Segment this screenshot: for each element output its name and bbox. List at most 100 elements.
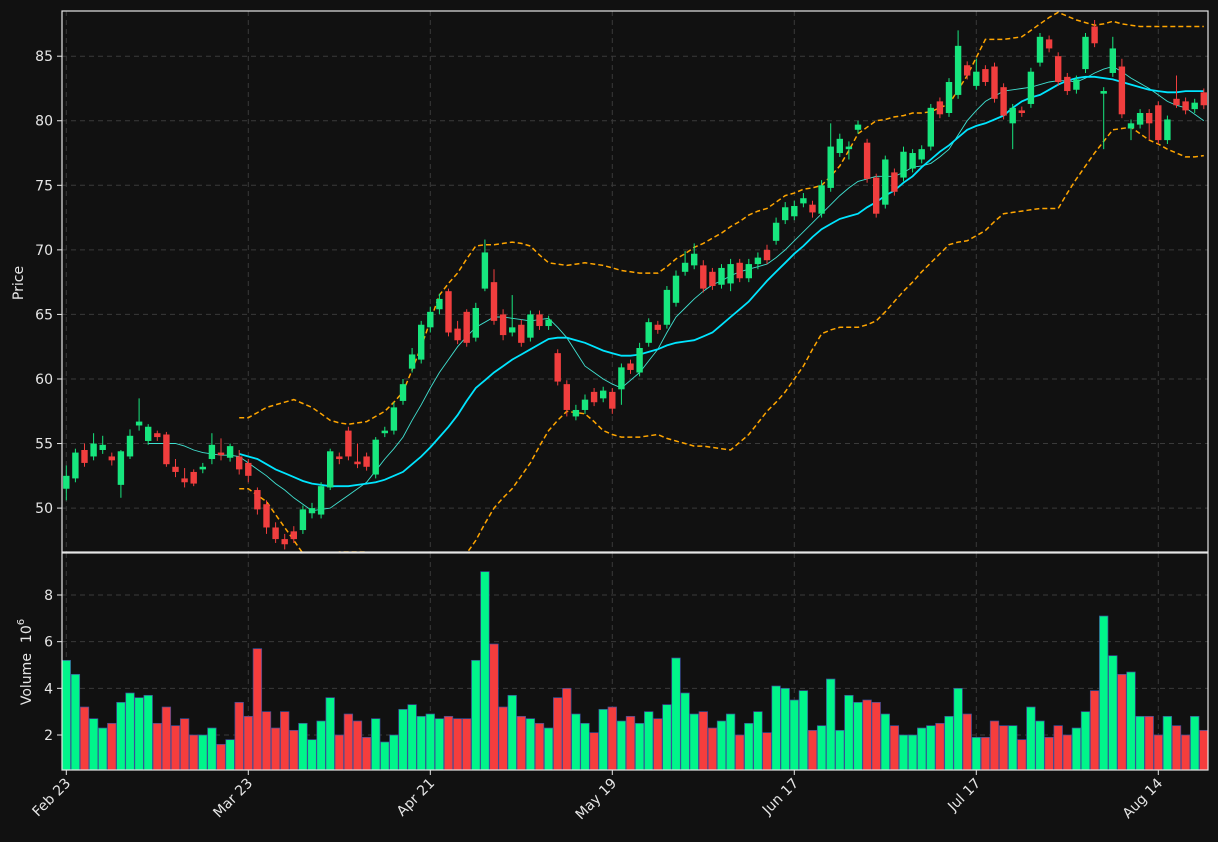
candle-body — [936, 101, 944, 115]
candle-body — [381, 430, 388, 434]
candle-body — [1200, 92, 1207, 106]
volume-bar — [543, 727, 554, 770]
volume-bar — [835, 729, 845, 770]
candle-body — [836, 138, 843, 154]
volume-bar — [170, 725, 181, 770]
volume-bar — [261, 711, 272, 770]
candle-body — [1191, 102, 1198, 110]
candle-body — [891, 172, 898, 192]
candle-body — [600, 390, 607, 399]
volume-bar — [107, 722, 117, 770]
volume-bar — [380, 741, 390, 770]
candle-body — [399, 384, 407, 401]
candle-body — [527, 314, 534, 338]
volume-bar — [607, 706, 617, 770]
volume-bar — [844, 694, 854, 770]
candle-body — [700, 265, 707, 289]
candle-body — [217, 452, 225, 456]
volume-bar — [562, 687, 572, 770]
volume-bar — [1171, 725, 1182, 770]
candle-body — [654, 324, 661, 330]
y-tick-label: 80 — [35, 114, 53, 130]
volume-bar — [507, 694, 517, 770]
candle-body — [472, 307, 479, 338]
y-tick-label: 4 — [44, 681, 53, 697]
volume-bar — [780, 687, 790, 770]
volume-bar — [707, 727, 718, 770]
candle-body — [954, 45, 962, 95]
candle-body — [99, 444, 106, 450]
volume-bar — [998, 725, 1009, 770]
volume-bar — [443, 715, 454, 770]
moving-average — [238, 75, 1204, 488]
volume-bar — [1080, 711, 1091, 770]
volume-bar — [962, 713, 972, 770]
candle-body — [536, 314, 543, 327]
volume-bar — [798, 690, 809, 770]
candle-body — [263, 504, 270, 528]
volume-bar — [361, 736, 372, 770]
candle-body — [545, 319, 552, 327]
volume-bar — [816, 725, 827, 770]
volume-bar — [953, 687, 963, 770]
candle-body — [863, 142, 871, 179]
volume-bar — [1053, 725, 1063, 770]
y-tick-label: 50 — [35, 501, 53, 517]
volume-bar — [280, 711, 290, 770]
candle-body — [1146, 113, 1153, 124]
candle-body — [782, 207, 789, 221]
volume-bar — [616, 720, 627, 770]
volume-bar — [398, 708, 408, 770]
candle-body — [873, 177, 880, 214]
candle-body — [1055, 56, 1062, 83]
candle-body — [827, 146, 834, 188]
volume-bar — [325, 697, 335, 770]
volume-bar — [425, 713, 435, 770]
volume-bar — [1099, 615, 1109, 770]
volume-bar — [189, 734, 199, 770]
candle-body — [463, 311, 470, 343]
candle-body — [882, 159, 889, 205]
candle-body — [1118, 66, 1126, 115]
candle-body — [236, 456, 243, 470]
y-tick-label: 6 — [44, 635, 53, 651]
volume-bar — [653, 718, 663, 770]
volume-bar — [1026, 706, 1036, 770]
candle-body — [663, 289, 671, 325]
candle-body — [1027, 71, 1035, 104]
price-frame — [61, 10, 1209, 553]
candle-body — [518, 324, 525, 343]
volume-bar — [744, 722, 754, 770]
candle-body — [317, 486, 325, 515]
volume-bar — [1144, 715, 1154, 770]
volume-bar — [216, 743, 226, 770]
candle-body — [845, 146, 853, 150]
candle-body — [927, 107, 934, 147]
volume-bar — [553, 697, 563, 770]
candle-body — [982, 69, 989, 83]
candle-body — [154, 433, 161, 438]
candle-body — [1127, 123, 1135, 129]
candle-body — [336, 456, 343, 460]
volume-bar — [1190, 715, 1200, 770]
candle-body — [945, 82, 953, 114]
candle-body — [299, 509, 307, 531]
volume-bar — [198, 734, 208, 770]
candle-body — [672, 275, 680, 303]
candle-body — [964, 65, 971, 76]
candle-body — [272, 527, 279, 540]
candle-body — [245, 462, 252, 476]
candle-body — [1155, 105, 1162, 141]
candle-body — [135, 421, 143, 426]
candle-body — [1082, 36, 1089, 70]
volume-bar — [471, 659, 481, 770]
candle-body — [363, 456, 370, 467]
volume-bar — [79, 706, 90, 770]
candle-body — [208, 444, 216, 460]
candle-body — [1073, 79, 1080, 90]
volume-bar — [179, 718, 190, 770]
candle-body — [481, 252, 489, 289]
candle-body — [581, 399, 589, 410]
volume-frame — [61, 552, 1209, 771]
